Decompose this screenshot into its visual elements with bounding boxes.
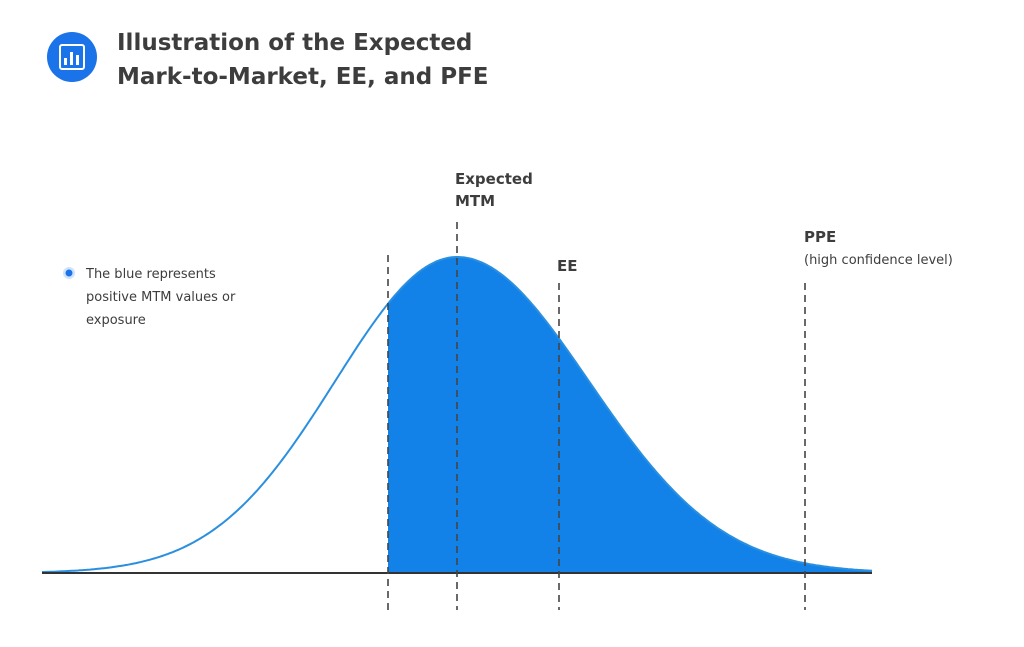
icon-bar [64,58,67,65]
marker-label: Expected [455,170,533,188]
marker-label: MTM [455,192,495,210]
legend-text: positive MTM values or [86,290,236,305]
icon-frame [59,44,85,70]
icon-bar [76,55,79,65]
positive-area [388,257,872,573]
legend-dot [65,269,73,277]
title: Illustration of the Expected [117,30,472,56]
title: Mark-to-Market, EE, and PFE [117,64,489,90]
icon-bar [70,52,73,65]
legend-text: exposure [86,313,146,328]
marker-label: EE [557,257,578,275]
distribution-curve [42,256,873,573]
marker-label: PPE [804,228,836,246]
marker-note: (high confidence level) [804,253,953,268]
legend-text: The blue represents [85,267,216,282]
icon [47,32,97,82]
